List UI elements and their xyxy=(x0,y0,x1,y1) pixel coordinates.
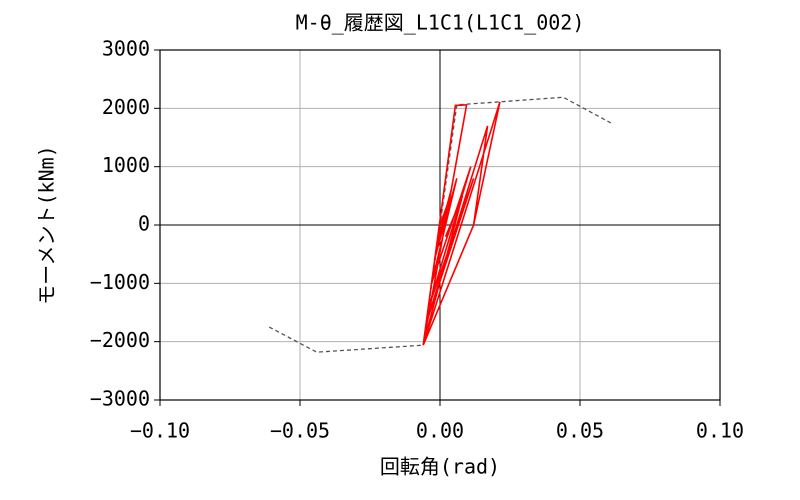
chart-title: M-θ_履歴図_L1C1(L1C1_002) xyxy=(296,11,585,35)
x-tick-label: 0.05 xyxy=(556,419,604,443)
plot-frame xyxy=(159,49,721,401)
y-axis-label: モーメント(kNm) xyxy=(35,145,59,304)
y-tick-label: 3000 xyxy=(102,37,150,61)
y-tick-label: 1000 xyxy=(102,153,150,177)
x-tick-label: −0.10 xyxy=(130,419,190,443)
x-tick-label: 0.00 xyxy=(416,419,464,443)
x-axis-label: 回転角(rad) xyxy=(380,455,500,479)
y-tick-label: 2000 xyxy=(102,95,150,119)
x-tick-label: −0.05 xyxy=(270,419,330,443)
y-tick-label: −1000 xyxy=(90,270,150,294)
data-line xyxy=(422,101,501,346)
y-tick-label: 0 xyxy=(138,212,150,236)
y-tick-label: −2000 xyxy=(90,328,150,352)
y-tick-label: −3000 xyxy=(90,387,150,411)
x-tick-label: 0.10 xyxy=(696,419,744,443)
